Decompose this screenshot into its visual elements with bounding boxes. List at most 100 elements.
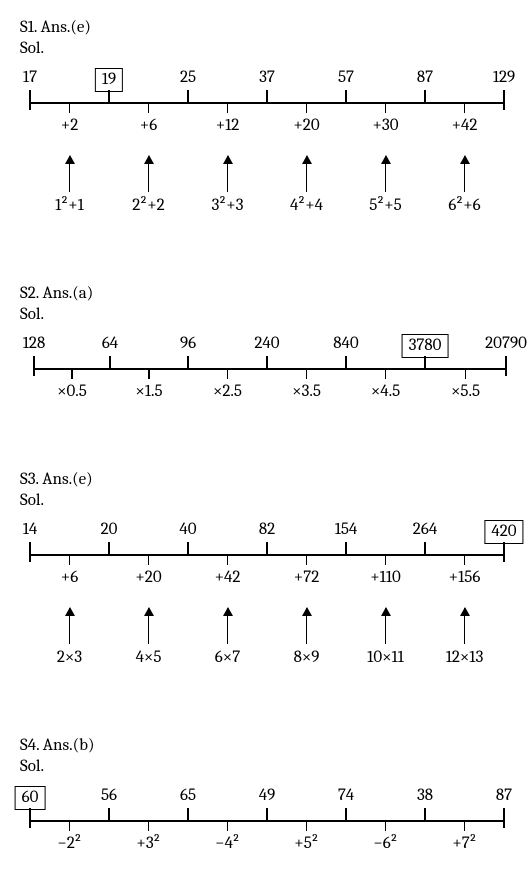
series-value: 38 bbox=[417, 786, 433, 805]
formula-value: 6²+6 bbox=[448, 196, 480, 215]
up-arrow-icon bbox=[464, 608, 466, 644]
up-arrow-icon bbox=[69, 608, 71, 644]
series-values-row: 171925375787129 bbox=[20, 68, 508, 94]
series-value: 96 bbox=[180, 334, 196, 353]
difference-value: +72 bbox=[294, 568, 319, 587]
series-value: 87 bbox=[496, 786, 512, 805]
series-value: 264 bbox=[413, 520, 437, 539]
series-value: 87 bbox=[417, 68, 433, 87]
number-line-axis bbox=[20, 362, 508, 376]
formula-value: 5²+5 bbox=[369, 196, 402, 215]
solution-label: Sol. bbox=[20, 39, 508, 58]
formula-value: 1²+1 bbox=[55, 196, 84, 215]
series-value: 56 bbox=[101, 786, 117, 805]
series-value: 49 bbox=[259, 786, 276, 805]
up-arrow-icon bbox=[69, 156, 71, 192]
series-value: 14 bbox=[23, 520, 38, 539]
difference-value: +20 bbox=[135, 568, 161, 587]
series-value: 20 bbox=[101, 520, 118, 539]
formulas-row: 1²+1 2²+2 3²+3 4²+4 5²+5 6²+6 bbox=[20, 196, 508, 222]
answer-header: S2. Ans.(a) bbox=[20, 284, 508, 303]
number-line-axis bbox=[20, 96, 508, 110]
up-arrow-icon bbox=[148, 608, 150, 644]
up-arrow-icon bbox=[306, 608, 308, 644]
series-diagram: 1286496240840378020790×0.5×1.5×2.5×3.5×4… bbox=[20, 334, 508, 408]
up-arrow-icon bbox=[464, 156, 466, 192]
series-diagram: 14204082154264420+6+20+42+72+110+1562×34… bbox=[20, 520, 508, 674]
up-arrow-icon bbox=[385, 608, 387, 644]
formula-value: 2×3 bbox=[57, 648, 82, 667]
formula-value: 8×9 bbox=[294, 648, 320, 667]
up-arrow-icon bbox=[306, 156, 308, 192]
difference-value: ×2.5 bbox=[213, 382, 242, 401]
series-value: 25 bbox=[180, 68, 196, 87]
solution-s2: S2. Ans.(a)Sol.1286496240840378020790×0.… bbox=[20, 284, 508, 408]
difference-value: −2² bbox=[57, 834, 81, 853]
formula-value: 2²+2 bbox=[132, 196, 164, 215]
boxed-answer: 420 bbox=[484, 520, 523, 544]
answer-header: S3. Ans.(e) bbox=[20, 470, 508, 489]
series-value: 129 bbox=[493, 68, 515, 87]
series-value: 840 bbox=[333, 334, 358, 353]
difference-value: ×1.5 bbox=[135, 382, 162, 401]
series-values-row: 14204082154264420 bbox=[20, 520, 508, 546]
series-value: 82 bbox=[259, 520, 275, 539]
boxed-answer: 3780 bbox=[402, 334, 449, 358]
difference-value: +12 bbox=[216, 116, 240, 135]
difference-value: +42 bbox=[215, 568, 241, 587]
difference-value: ×0.5 bbox=[57, 382, 87, 401]
difference-value: +6 bbox=[140, 116, 157, 135]
formula-value: 4×5 bbox=[136, 648, 162, 667]
formula-value: 3²+3 bbox=[211, 196, 243, 215]
solution-label: Sol. bbox=[20, 757, 508, 776]
series-values-row: 1286496240840378020790 bbox=[20, 334, 508, 360]
difference-value: +30 bbox=[372, 116, 398, 135]
formulas-row: 2×34×56×78×910×1112×13 bbox=[20, 648, 508, 674]
answer-header: S1. Ans.(e) bbox=[20, 18, 508, 37]
differences-row: −2² +3² −4² +5² −6² +7² bbox=[20, 834, 508, 860]
formula-value: 4²+4 bbox=[290, 196, 323, 215]
series-diagram: 171925375787129+2+6+12+20+30+421²+12²+23… bbox=[20, 68, 508, 222]
series-value: 17 bbox=[23, 68, 37, 87]
series-value: 74 bbox=[338, 786, 354, 805]
difference-value: −6² bbox=[373, 834, 397, 853]
series-values-row: 60566549743887 bbox=[20, 786, 508, 812]
arrows-row bbox=[20, 148, 508, 192]
difference-value: +2 bbox=[61, 116, 78, 135]
difference-value: +42 bbox=[452, 116, 478, 135]
answer-header: S4. Ans.(b) bbox=[20, 736, 508, 755]
up-arrow-icon bbox=[385, 156, 387, 192]
number-line-axis bbox=[20, 814, 508, 828]
difference-value: +20 bbox=[293, 116, 319, 135]
arrows-row bbox=[20, 600, 508, 644]
difference-value: +6 bbox=[61, 568, 78, 587]
series-value: 154 bbox=[335, 520, 358, 539]
series-value: 40 bbox=[179, 520, 196, 539]
solution-s1: S1. Ans.(e)Sol.171925375787129+2+6+12+20… bbox=[20, 18, 508, 222]
differences-row: ×0.5 ×1.5 ×2.5 ×3.5 ×4.5 ×5.5 bbox=[20, 382, 508, 408]
difference-value: −4² bbox=[215, 834, 240, 853]
series-value: 240 bbox=[254, 334, 279, 353]
series-value: 57 bbox=[338, 68, 354, 87]
difference-value: +5² bbox=[294, 834, 318, 853]
differences-row: +2 +6 +12 +20 +30 +42 bbox=[20, 116, 508, 142]
solution-s4: S4. Ans.(b)Sol.60566549743887−2²+3²−4²+5… bbox=[20, 736, 508, 860]
difference-value: +156 bbox=[449, 568, 481, 587]
difference-value: ×3.5 bbox=[292, 382, 321, 401]
series-value: 64 bbox=[102, 334, 118, 353]
up-arrow-icon bbox=[227, 608, 229, 644]
difference-value: ×5.5 bbox=[451, 382, 480, 401]
boxed-answer: 60 bbox=[15, 786, 46, 810]
up-arrow-icon bbox=[148, 156, 150, 192]
differences-row: +6 +20 +42 +72 +110 +156 bbox=[20, 568, 508, 594]
difference-value: +110 bbox=[370, 568, 401, 587]
solution-label: Sol. bbox=[20, 305, 508, 324]
formula-value: 12×13 bbox=[446, 648, 484, 667]
difference-value: +3² bbox=[136, 834, 160, 853]
number-line-axis bbox=[20, 548, 508, 562]
formula-value: 10×11 bbox=[367, 648, 404, 667]
difference-value: +7² bbox=[452, 834, 476, 853]
up-arrow-icon bbox=[227, 156, 229, 192]
difference-value: ×4.5 bbox=[371, 382, 400, 401]
series-value: 65 bbox=[180, 786, 196, 805]
